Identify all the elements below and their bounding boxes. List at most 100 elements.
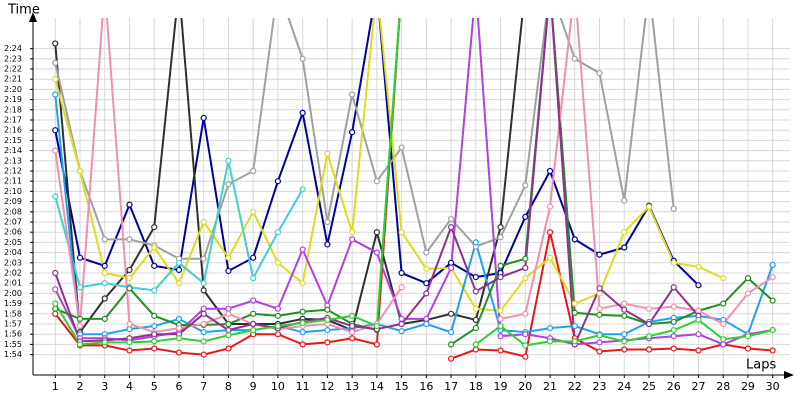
point <box>522 264 529 271</box>
point <box>472 239 479 246</box>
point <box>596 311 603 318</box>
point <box>274 178 282 185</box>
point <box>250 327 257 334</box>
point <box>373 322 380 330</box>
x-tick-label: 25 <box>642 380 656 393</box>
point <box>423 280 430 287</box>
point <box>349 129 356 136</box>
point <box>126 236 133 243</box>
point <box>670 303 677 310</box>
point <box>621 346 628 353</box>
point <box>423 315 430 322</box>
y-tick-label: 1:54 <box>4 350 22 359</box>
x-tick-label: 18 <box>469 380 483 393</box>
point <box>52 91 59 98</box>
x-tick-label: 4 <box>126 380 133 393</box>
point <box>695 347 702 354</box>
point <box>225 267 232 275</box>
point <box>200 338 207 345</box>
point <box>497 273 504 281</box>
point <box>423 249 430 256</box>
point <box>596 348 603 355</box>
x-tick-label: 10 <box>271 380 285 393</box>
point <box>175 349 183 356</box>
point <box>299 319 306 327</box>
point <box>101 262 108 269</box>
point <box>621 229 628 236</box>
series-line <box>54 18 724 312</box>
point <box>349 229 356 236</box>
point <box>497 333 504 340</box>
point <box>175 266 183 274</box>
point <box>299 341 306 348</box>
point <box>497 234 504 241</box>
point <box>52 305 59 312</box>
point <box>571 322 578 330</box>
x-tick-label: 12 <box>320 380 334 393</box>
point <box>621 197 628 204</box>
point <box>596 69 603 77</box>
x-tick-label: 28 <box>716 380 730 393</box>
x-tick-label: 22 <box>568 380 582 393</box>
point <box>225 157 232 164</box>
x-tick-label: 23 <box>593 380 607 393</box>
y-tick-label: 2:13 <box>4 156 22 165</box>
point <box>497 307 504 314</box>
x-tick-label: 1 <box>52 380 59 393</box>
point <box>645 333 653 340</box>
point <box>497 262 504 269</box>
point <box>299 329 306 336</box>
point <box>349 329 356 336</box>
series-line <box>54 94 774 336</box>
x-tick-label: 19 <box>494 380 508 393</box>
point <box>571 309 578 316</box>
point <box>52 59 59 66</box>
point <box>497 347 504 354</box>
x-tick-label: 17 <box>444 380 458 393</box>
y-tick-label: 2:04 <box>4 248 22 257</box>
point <box>324 150 331 157</box>
point <box>299 246 306 253</box>
point <box>472 305 479 312</box>
point <box>52 127 59 134</box>
point <box>250 208 257 215</box>
point <box>274 305 282 312</box>
point <box>225 254 232 261</box>
point <box>769 297 776 304</box>
point <box>200 329 207 336</box>
point <box>621 306 628 313</box>
point <box>126 285 133 292</box>
point <box>447 264 455 271</box>
point <box>101 295 108 302</box>
point <box>373 178 380 185</box>
y-tick-label: 1:56 <box>4 330 22 339</box>
point <box>744 333 752 340</box>
point <box>274 312 282 319</box>
y-tick-label: 2:21 <box>4 75 22 84</box>
point <box>546 167 554 175</box>
y-tick-label: 2:02 <box>4 269 22 278</box>
point <box>447 355 455 362</box>
point <box>52 300 59 307</box>
point <box>546 338 554 345</box>
point <box>546 203 554 210</box>
point <box>126 275 133 282</box>
point <box>76 322 84 330</box>
point <box>299 55 306 62</box>
x-axis-arrow <box>784 371 794 379</box>
point <box>126 266 133 274</box>
series-line <box>54 18 675 260</box>
series-line <box>54 18 700 286</box>
point <box>670 345 677 352</box>
point <box>225 332 232 339</box>
point <box>101 339 108 346</box>
point <box>695 307 702 314</box>
point <box>695 331 702 338</box>
point <box>645 320 653 328</box>
point <box>398 328 405 335</box>
point <box>126 201 133 208</box>
point <box>497 322 504 330</box>
point <box>472 346 479 353</box>
point <box>225 320 232 328</box>
